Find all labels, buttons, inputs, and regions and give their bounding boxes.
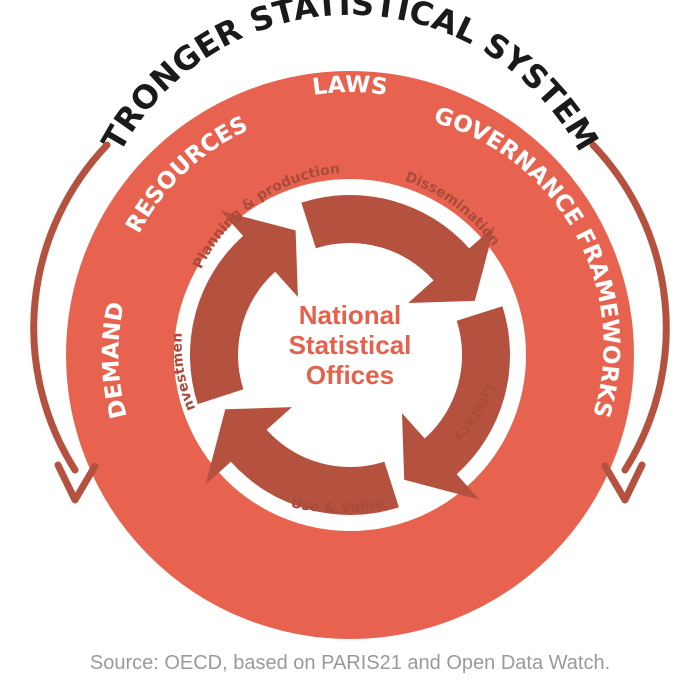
label-laws: LAWS — [311, 72, 389, 101]
cycle-arrow-use-value — [205, 407, 399, 515]
center-line-1: National — [299, 300, 402, 330]
left-outer-arrow — [30, 141, 111, 504]
cycle-arrows — [189, 195, 511, 515]
cycle-arrow-dissemination — [301, 195, 495, 303]
outer-ring — [66, 71, 634, 639]
cycle-arrow-literacy — [402, 306, 511, 500]
label-use-value: Use & Value — [289, 495, 385, 516]
statistical-systems-diagram: STRONGER STATISTICAL SYSTEMS LAWS RESOUR… — [0, 0, 670, 639]
center-line-2: Statistical — [289, 330, 412, 360]
right-outer-arrow — [589, 141, 670, 504]
center-line-3: Offices — [306, 360, 394, 390]
cycle-arrow-planning — [189, 210, 298, 405]
source-note: Source: OECD, based on PARIS21 and Open … — [89, 652, 611, 674]
